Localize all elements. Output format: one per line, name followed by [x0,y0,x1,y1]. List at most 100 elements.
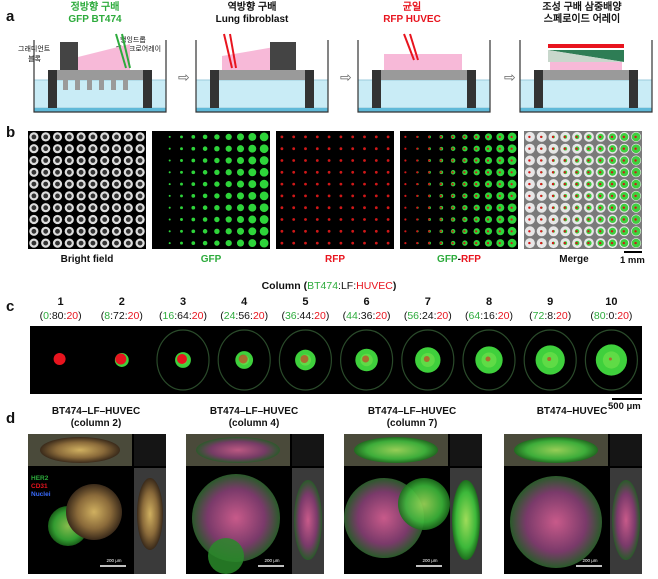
step1-title-line2: GFP BT474 [68,14,122,25]
svg-text:⇨: ⇨ [340,70,352,86]
ratio-lf: 16 [483,310,495,322]
ratio-huvec: 20 [127,310,140,322]
column-ratio: (72:8:20) [529,310,572,322]
scale-bar-c [612,398,642,400]
header-bt474: BT474 [307,280,339,292]
panel-d-title: BT474–HUVEC [494,406,650,418]
ratio-huvec: 20 [66,310,79,322]
ratio-lf: 64 [177,310,189,322]
caption-dash: - [457,254,461,265]
panel-d-scale: 200 μm [106,558,121,563]
ratio-huvec: 20 [617,310,629,322]
ratio-huvec: 20 [252,310,265,322]
column-number: 6 [363,296,370,308]
ratio-huvec: 20 [314,310,326,322]
column-ratio: (0:80:20) [39,310,82,322]
merge-tile [524,131,642,249]
panel-label-c: c [6,298,15,315]
column-ratio: (80:0:20) [590,310,633,322]
ratio-bt474: 72 [532,310,545,322]
gfp-rfp-tile [400,131,518,249]
header-huvec: HUVEC [356,280,393,292]
panel-label-b: b [6,124,16,141]
ratio-lf: 56 [238,310,251,322]
step3-title-line1: 균일 [402,2,422,13]
schematic-step1 [33,33,167,113]
panel-d-scale: 200 μm [422,558,437,563]
spheroid-strip [30,326,642,394]
label-hanging-drop: 행잉드롭 [120,37,146,44]
ratio-lf: 44 [299,310,312,322]
column-number: 3 [179,296,187,308]
step2-title-line1: 역방향 구배 [227,2,277,13]
column-ratio: (24:56:20) [220,310,269,322]
column-number: 4 [241,296,248,308]
caption-gfp: GFP [200,254,222,265]
column-number: 10 [605,296,618,308]
ratio-huvec: 20 [497,310,510,322]
step4-title: 조성 구배 삼중배양 스페로이드 어레이 [512,2,652,26]
ratio-lf: 24 [421,310,434,322]
step2-title-line2: Lung fibroblast [215,14,289,25]
ratio-huvec: 20 [191,310,204,322]
panel-label-a: a [6,8,15,25]
panel-d-scale: 200 μm [264,558,279,563]
caption-bright-field: Bright field [60,254,114,265]
column-number: 2 [118,296,125,308]
caption-rfp: RFP [325,254,345,265]
panel-d-title-line1: BT474–LF–HUVEC [209,406,299,417]
panel-d-title: BT474–LF–HUVEC (column 4) [176,406,332,430]
step3-title-line2: RFP HUVEC [383,14,441,25]
ratio-bt474: 16 [162,310,175,322]
column-ratio: (44:36:20) [342,310,391,322]
step1-title-line1: 정방향 구배 [70,2,120,13]
ratio-bt474: 0 [43,310,49,322]
gfp-tile [152,131,270,249]
ratio-bt474: 44 [346,310,358,322]
column-ratio: (8:72:20) [100,310,143,322]
step4-title-line2: 스페로이드 어레이 [543,14,621,25]
rfp-tile [276,131,394,249]
confocal-image: 200 μm HER2 CD31 Nuclei [28,434,166,574]
header-lf: :LF: [338,280,357,292]
panel-label-d: d [6,410,16,427]
ratio-bt474: 64 [468,310,481,322]
step4-title-line1: 조성 구배 삼중배양 [542,2,622,13]
column-number: 8 [485,296,493,308]
scale-bar-b [624,251,642,253]
legend-her2: HER2 [31,475,49,482]
ratio-huvec: 20 [436,310,449,322]
caption-rfp-part: RFP [460,254,481,265]
panel-d-title: BT474–LF–HUVEC (column 7) [334,406,490,430]
column-number: 7 [424,296,431,308]
step2-title: 역방향 구배 Lung fibroblast [192,2,312,26]
column-ratio: (56:24:20) [403,310,452,322]
confocal-image: 200 μm [504,434,642,574]
schematic-step3 [357,33,491,113]
column-number: 1 [57,296,64,308]
column-ratio: (16:64:20) [159,310,207,322]
column-header: Column (BT474:LF:HUVEC) [0,280,658,292]
ratio-lf: 36 [360,310,373,322]
ratio-bt474: 8 [104,310,111,322]
panel-d-title-line2: (column 2) [70,418,122,429]
schematic-step4 [519,40,653,113]
ratio-huvec: 20 [556,310,568,322]
panel-d-title-line1: BT474–HUVEC [536,406,608,417]
confocal-image: 200 μm [186,434,324,574]
step1-title: 정방향 구배 GFP BT474 [40,2,150,26]
legend-cd31: CD31 [31,483,48,490]
step3-title: 균일 RFP HUVEC [352,2,472,26]
panel-d-title-line1: BT474–LF–HUVEC [367,406,457,417]
ratio-huvec: 20 [375,310,388,322]
panel-a-schematics: ⇨ ⇨ ⇨ [33,33,653,113]
svg-text:⇨: ⇨ [504,70,516,86]
scale-label-b: 1 mm [620,255,645,266]
ratio-lf: 0 [608,310,615,322]
caption-merge: Merge [559,254,589,265]
ratio-bt474: 36 [284,310,297,322]
ratio-bt474: 24 [223,310,236,322]
ratio-bt474: 56 [407,310,420,322]
bright-field-tile [28,131,146,249]
panel-d-scale: 200 μm [582,558,597,563]
